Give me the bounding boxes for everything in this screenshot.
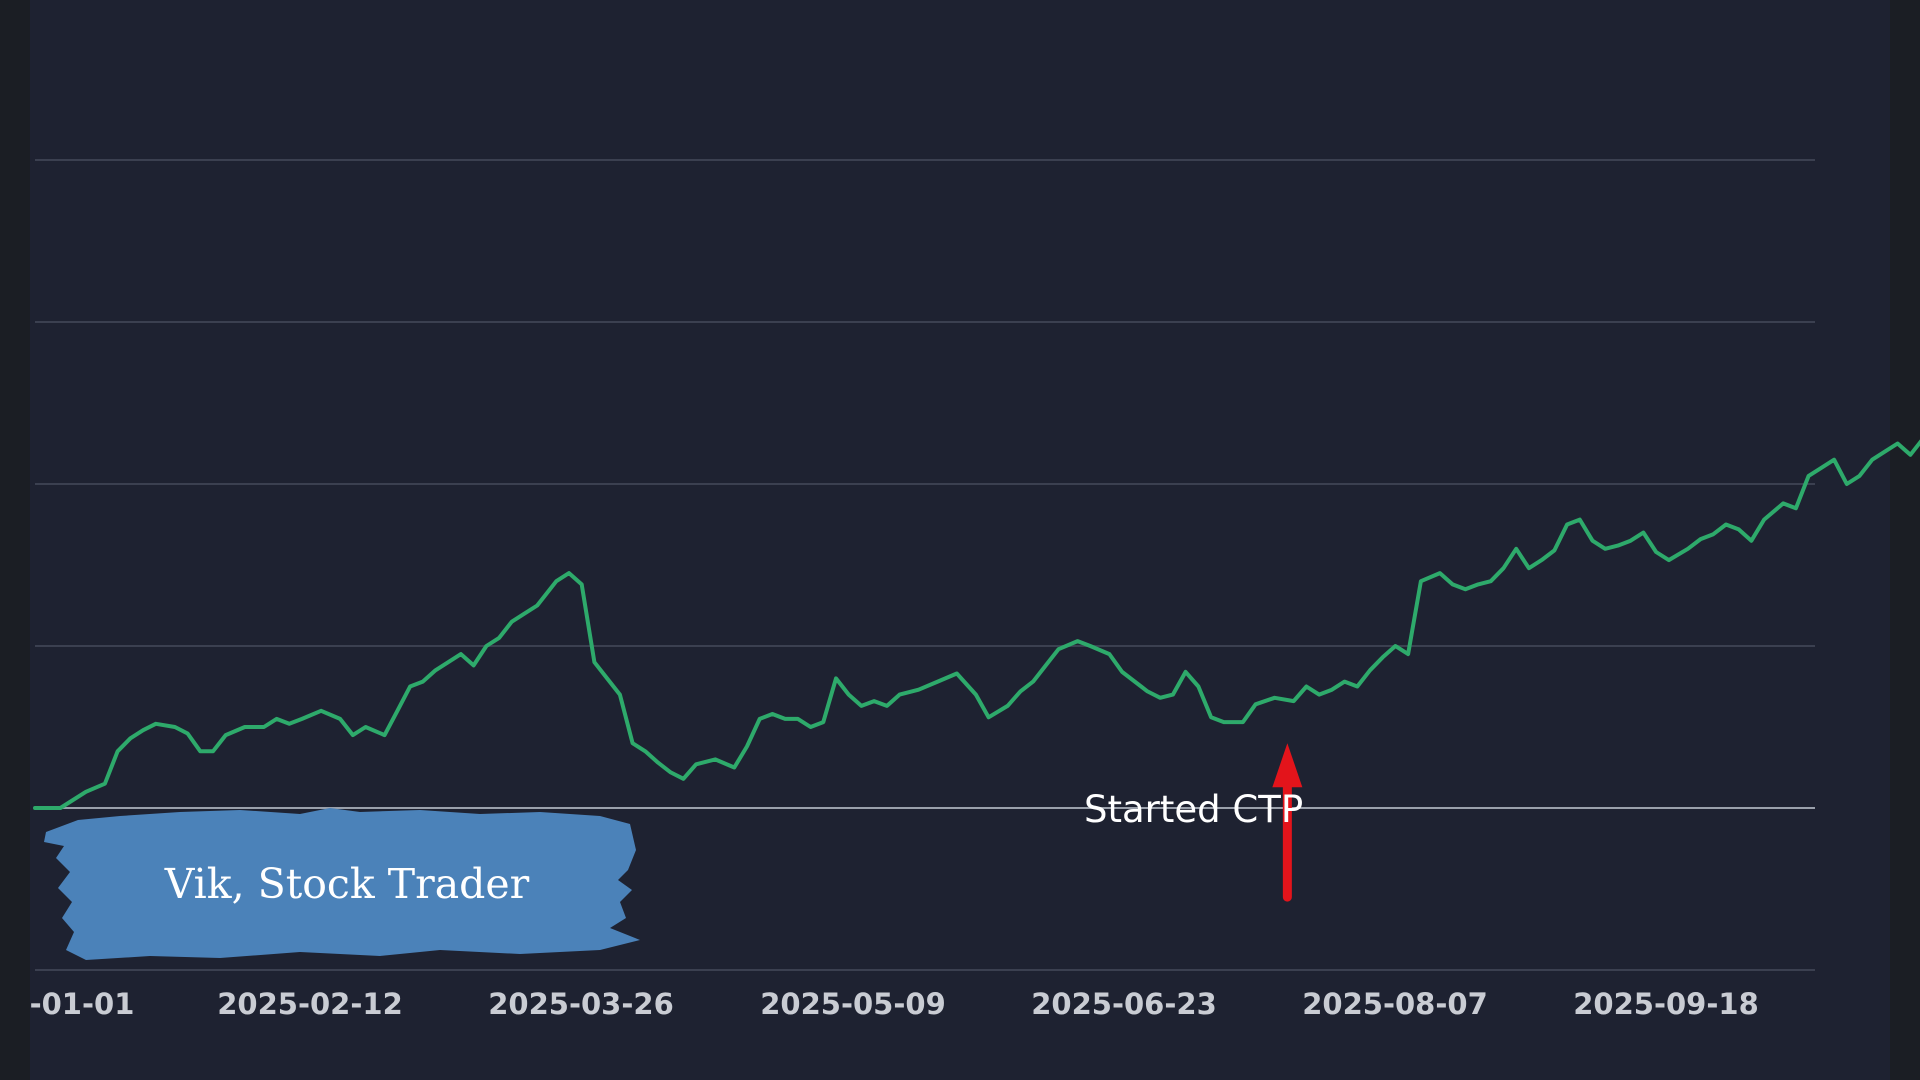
x-tick-label: 2025-05-09 [760, 987, 946, 1021]
x-axis-tick-labels: -01-01 2025-02-12 2025-03-26 2025-05-09 2025… [30, 987, 1759, 1021]
watermark-brush-stroke [44, 808, 640, 960]
grid-lines [35, 159, 1815, 971]
x-tick-label: -01-01 [30, 987, 135, 1021]
x-tick-label: 2025-09-18 [1573, 987, 1759, 1021]
x-tick-label: 2025-06-23 [1031, 987, 1217, 1021]
series-layer [33, 439, 1920, 810]
x-tick-label: 2025-03-26 [488, 987, 674, 1021]
watermark-text: Vik, Stock Trader [164, 860, 530, 908]
annotation: Started CTP [1084, 743, 1303, 902]
x-tick-label: 2025-02-12 [217, 987, 403, 1021]
series-line [33, 439, 1920, 810]
annotation-label: Started CTP [1084, 788, 1303, 831]
watermark-brush [44, 808, 640, 960]
x-tick-label: 2025-08-07 [1302, 987, 1488, 1021]
annotation-arrow-head [1272, 743, 1303, 788]
